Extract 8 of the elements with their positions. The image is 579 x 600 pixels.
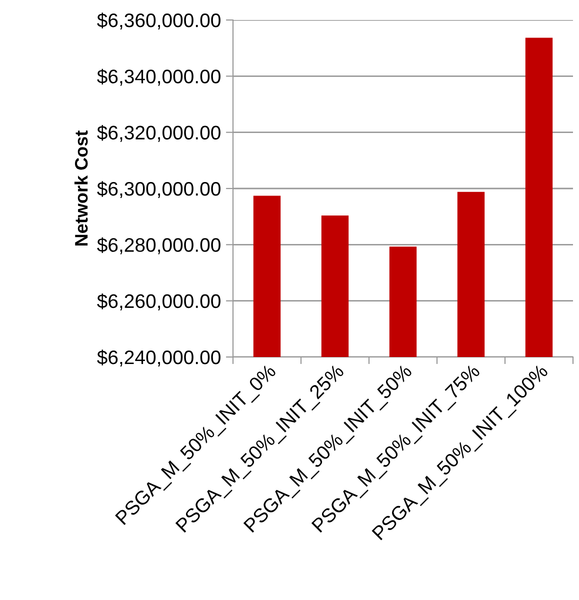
y-tick-label: $6,240,000.00	[97, 350, 220, 367]
y-tick-label: $6,280,000.00	[97, 237, 220, 254]
y-tick-label: $6,320,000.00	[97, 124, 220, 142]
y-tick-label: $6,300,000.00	[97, 181, 220, 198]
y-tick-label: $6,360,000.00	[97, 12, 220, 30]
y-axis-title: Network Cost	[74, 130, 88, 246]
y-tick-label: $6,260,000.00	[97, 293, 220, 310]
y-tick-label: $6,340,000.00	[97, 68, 220, 86]
